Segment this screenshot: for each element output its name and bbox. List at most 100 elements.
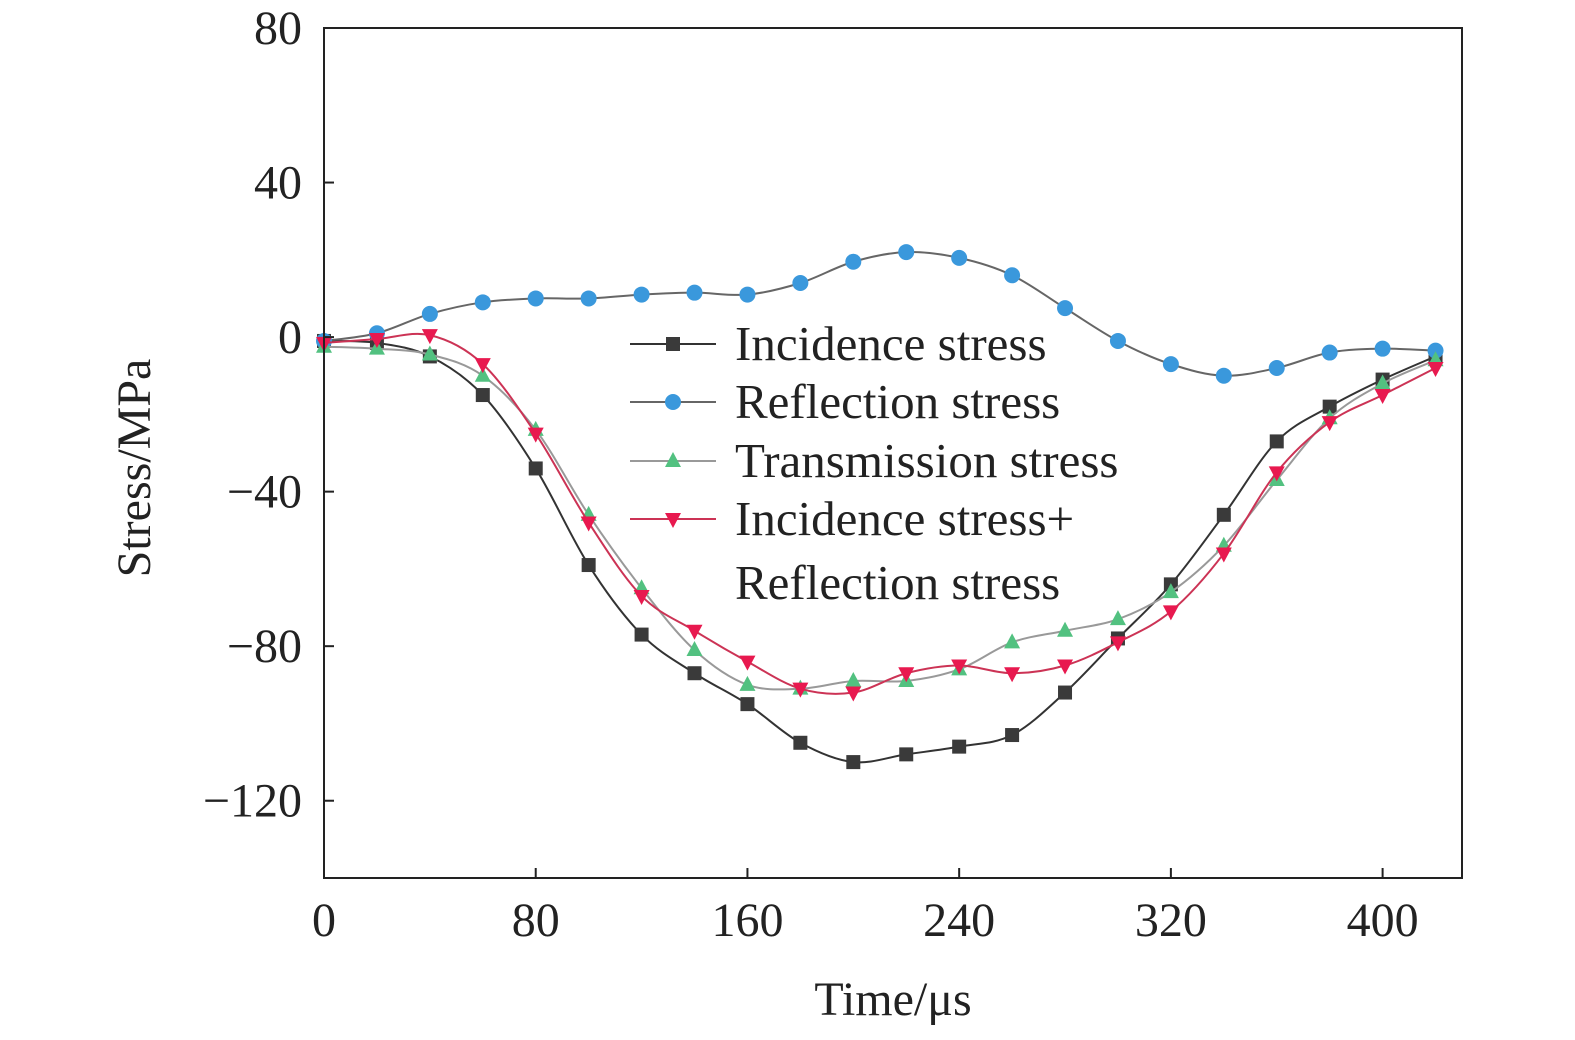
legend-marker [665, 394, 681, 410]
x-axis-title: Time/μs [814, 973, 971, 1026]
axes-layer [323, 27, 1463, 879]
legend-marker [665, 513, 681, 528]
y-tick-label: 0 [278, 311, 302, 364]
data-point [899, 747, 914, 762]
data-point [686, 641, 703, 657]
data-point [1162, 356, 1179, 373]
legend-label: Transmission stress [735, 433, 1118, 488]
series-line [323, 339, 1436, 764]
data-point [1162, 605, 1179, 621]
data-point [1109, 610, 1126, 626]
data-point [474, 358, 491, 374]
data-point [1215, 367, 1232, 384]
data-point [1374, 340, 1391, 357]
data-point [580, 290, 597, 307]
data-point [1321, 344, 1338, 361]
data-point [368, 333, 385, 349]
data-point [1427, 362, 1444, 377]
series-4 [316, 329, 1444, 702]
data-point [1109, 636, 1126, 652]
data-point [528, 461, 543, 476]
data-point [792, 682, 809, 698]
data-point [1162, 583, 1179, 599]
x-tick-label: 0 [312, 894, 336, 947]
data-point [527, 427, 544, 443]
data-point [1004, 633, 1021, 649]
data-point [1268, 360, 1285, 376]
data-point [1058, 685, 1073, 700]
y-tick-label: −120 [203, 775, 302, 828]
legend-label: Incidence stress+ [735, 491, 1074, 546]
data-point [898, 667, 915, 683]
data-point [687, 666, 702, 681]
y-tick-label: 40 [254, 157, 302, 210]
legend-item: Incidence stress+ Reflection stress [630, 491, 1074, 610]
data-point [581, 558, 596, 573]
data-point [845, 253, 862, 270]
data-point [527, 290, 544, 307]
data-point [1109, 332, 1126, 349]
data-point [792, 275, 809, 291]
data-point [739, 655, 756, 671]
data-point [1374, 389, 1391, 405]
data-point [951, 249, 968, 266]
data-point [1427, 342, 1444, 359]
y-tick-label: −40 [227, 466, 302, 519]
data-point [1321, 416, 1338, 432]
data-point [739, 286, 756, 303]
data-point [580, 516, 597, 532]
x-tick-label: 400 [1347, 894, 1419, 947]
series-line [323, 250, 1436, 377]
data-point [633, 589, 650, 605]
y-axis-title: Stress/MPa [108, 359, 161, 578]
data-point [421, 305, 438, 322]
data-point [1057, 300, 1074, 317]
series-line [323, 332, 1436, 695]
data-point [1322, 399, 1337, 414]
data-point [686, 284, 703, 301]
data-point [1268, 466, 1285, 482]
data-point [793, 735, 808, 750]
data-point [1269, 434, 1284, 449]
data-point [1004, 267, 1021, 284]
data-point [845, 686, 862, 702]
plot-frame [323, 27, 1463, 879]
legend-label: Reflection stress [735, 555, 1060, 610]
legend-label: Reflection stress [735, 374, 1060, 429]
y-axis-ticks: 80 40 0 −40 −80 −120 [203, 2, 334, 828]
data-point [952, 739, 967, 754]
data-point [421, 345, 438, 361]
data-point [421, 329, 438, 345]
legend-item: Reflection stress [630, 374, 1060, 429]
data-point [1057, 621, 1074, 637]
data-point [686, 624, 703, 640]
data-point [740, 697, 755, 712]
x-tick-label: 160 [711, 894, 783, 947]
y-tick-label: −80 [227, 620, 302, 673]
data-point [898, 244, 915, 261]
data-point [634, 627, 649, 642]
data-point [1374, 374, 1391, 390]
data-point [951, 659, 968, 675]
data-point [474, 294, 491, 311]
data-point [846, 755, 861, 770]
legend-item: Incidence stress [630, 316, 1047, 371]
y-tick-label: 80 [254, 2, 302, 55]
x-tick-label: 80 [512, 894, 560, 947]
data-point [1004, 667, 1021, 683]
data-point [633, 286, 650, 303]
legend-item: Transmission stress [630, 433, 1118, 488]
data-point [739, 675, 756, 691]
x-tick-label: 240 [923, 894, 995, 947]
legend-marker [666, 337, 680, 351]
data-point [1215, 547, 1232, 563]
data-point [475, 388, 490, 403]
data-point [1216, 507, 1231, 522]
x-tick-label: 320 [1135, 894, 1207, 947]
legend-marker [665, 452, 681, 467]
data-point [474, 366, 491, 382]
data-point [1057, 659, 1074, 675]
